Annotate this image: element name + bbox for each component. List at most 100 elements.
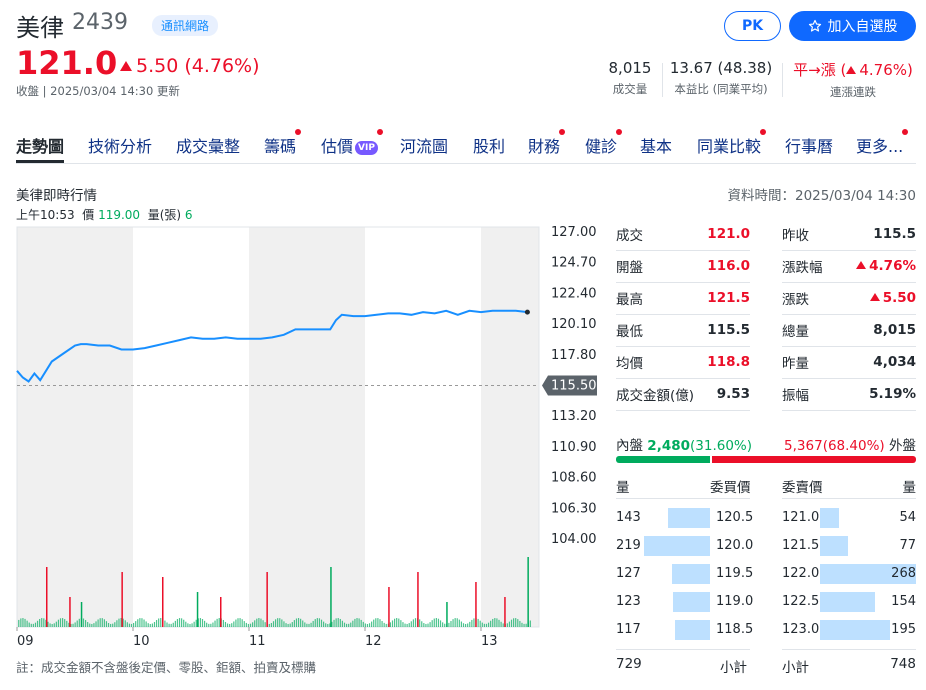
tab-2[interactable]: 成交彙整 (176, 137, 241, 156)
volume-bar (331, 621, 333, 627)
volume-bar (36, 620, 39, 627)
tab-10[interactable]: 同業比較 (697, 129, 767, 157)
ask-price[interactable]: 123.0 (782, 622, 820, 637)
ask-price[interactable]: 121.5 (782, 538, 820, 553)
ask-volume: 195 (891, 622, 916, 637)
volume-bar (189, 623, 191, 627)
industry-tag[interactable]: 通訊網路 (152, 15, 219, 36)
volume-bar (76, 620, 78, 627)
divider (616, 498, 750, 499)
volume-bar (527, 557, 529, 627)
bid-price[interactable]: 119.0 (716, 594, 754, 609)
volume-bar (72, 623, 74, 627)
tab-1[interactable]: 技術分析 (88, 137, 153, 156)
bid-price[interactable]: 120.0 (716, 538, 754, 553)
star-icon (808, 19, 821, 32)
bid-price[interactable]: 118.5 (716, 622, 754, 637)
volume-bar (22, 618, 24, 627)
volume-bar (348, 623, 350, 627)
volume-bar (128, 623, 131, 627)
volume-bar (270, 623, 273, 627)
volume-bar (199, 618, 202, 627)
volume-bar (302, 620, 304, 627)
add-watchlist-button[interactable]: 加入自選股 (789, 11, 916, 41)
ask-price[interactable]: 122.5 (782, 594, 820, 609)
ask-volume: 54 (899, 510, 916, 525)
volume-bar (452, 619, 454, 627)
tab-0[interactable]: 走勢圖 (16, 137, 65, 156)
price-line (16, 309, 528, 383)
volume-bar (252, 622, 254, 627)
volume-bar (262, 620, 264, 627)
volume-bar (341, 620, 343, 627)
ask-price[interactable]: 122.0 (782, 566, 820, 581)
volume-bar (343, 622, 346, 627)
volume-bar (183, 619, 185, 627)
tab-8[interactable]: 健診 (585, 129, 623, 157)
volume-bar (137, 619, 139, 627)
bid-price[interactable]: 120.5 (716, 510, 754, 525)
volume-bar (502, 623, 504, 627)
volume-bar (496, 618, 498, 627)
volume-bar (423, 623, 425, 627)
outer-bar (712, 456, 916, 463)
bid-price[interactable]: 119.5 (716, 566, 754, 581)
stat-streak: 平→漲 (4.76%) 連漲連跌 (793, 61, 913, 99)
volume-bar (381, 621, 383, 627)
volume-bar (47, 621, 49, 627)
volume-bar (414, 618, 417, 627)
pk-button[interactable]: PK (724, 11, 781, 41)
volume-bar (226, 623, 229, 627)
quote-row: 昨收 115.5 (782, 218, 916, 251)
volume-bar (264, 622, 266, 627)
ask-volume-bar (820, 564, 916, 584)
volume-bar (446, 602, 448, 627)
volume-bar (107, 622, 110, 627)
inner-bar (616, 456, 710, 463)
volume-bar (450, 621, 452, 627)
tab-9[interactable]: 基本 (640, 137, 673, 156)
tab-7[interactable]: 財務 (528, 129, 566, 157)
bid-volume: 219 (616, 538, 641, 553)
notification-dot (902, 129, 909, 135)
tab-6[interactable]: 股利 (473, 137, 506, 156)
volume-bar (149, 623, 151, 627)
volume-bar (515, 618, 517, 627)
vip-badge: VIP (355, 141, 378, 155)
volume-bar (231, 623, 233, 627)
volume-bar (80, 602, 83, 627)
volume-bar (196, 592, 199, 627)
volume-bar (147, 623, 149, 627)
tab-12[interactable]: 更多... (856, 129, 909, 157)
volume-bar (46, 567, 48, 627)
ask-price[interactable]: 121.0 (782, 510, 820, 525)
tab-3[interactable]: 籌碼 (264, 129, 302, 157)
volume-bar (20, 618, 22, 627)
tab-11[interactable]: 行事曆 (785, 137, 834, 156)
volume-bar (64, 619, 66, 627)
volume-bar (74, 622, 76, 627)
volume-bar (379, 619, 381, 627)
volume-bar (485, 623, 488, 627)
volume-bar (504, 597, 506, 627)
volume-bar (233, 621, 235, 627)
volume-bar (116, 620, 118, 627)
tab-5[interactable]: 河流圖 (400, 137, 449, 156)
volume-bar (388, 587, 390, 627)
stock-name: 美律 (16, 14, 64, 42)
tab-4[interactable]: 估價 VIP (321, 129, 383, 157)
order-book: 143 120.5 219 120.0 127 119.5 123 119.0 117 118.5… (616, 508, 916, 643)
chart-band (17, 227, 133, 627)
quote-row: 成交 121.0 (616, 218, 750, 251)
volume-bar (245, 622, 247, 627)
quote-row: 最高 121.5 (616, 282, 750, 315)
volume-bar (431, 620, 433, 627)
volume-bar (525, 623, 527, 627)
volume-bar (237, 618, 239, 627)
volume-bar (218, 618, 220, 627)
volume-bar (151, 623, 153, 627)
chart-band (249, 227, 365, 627)
volume-bar (295, 618, 298, 627)
volume-bar (383, 622, 385, 627)
